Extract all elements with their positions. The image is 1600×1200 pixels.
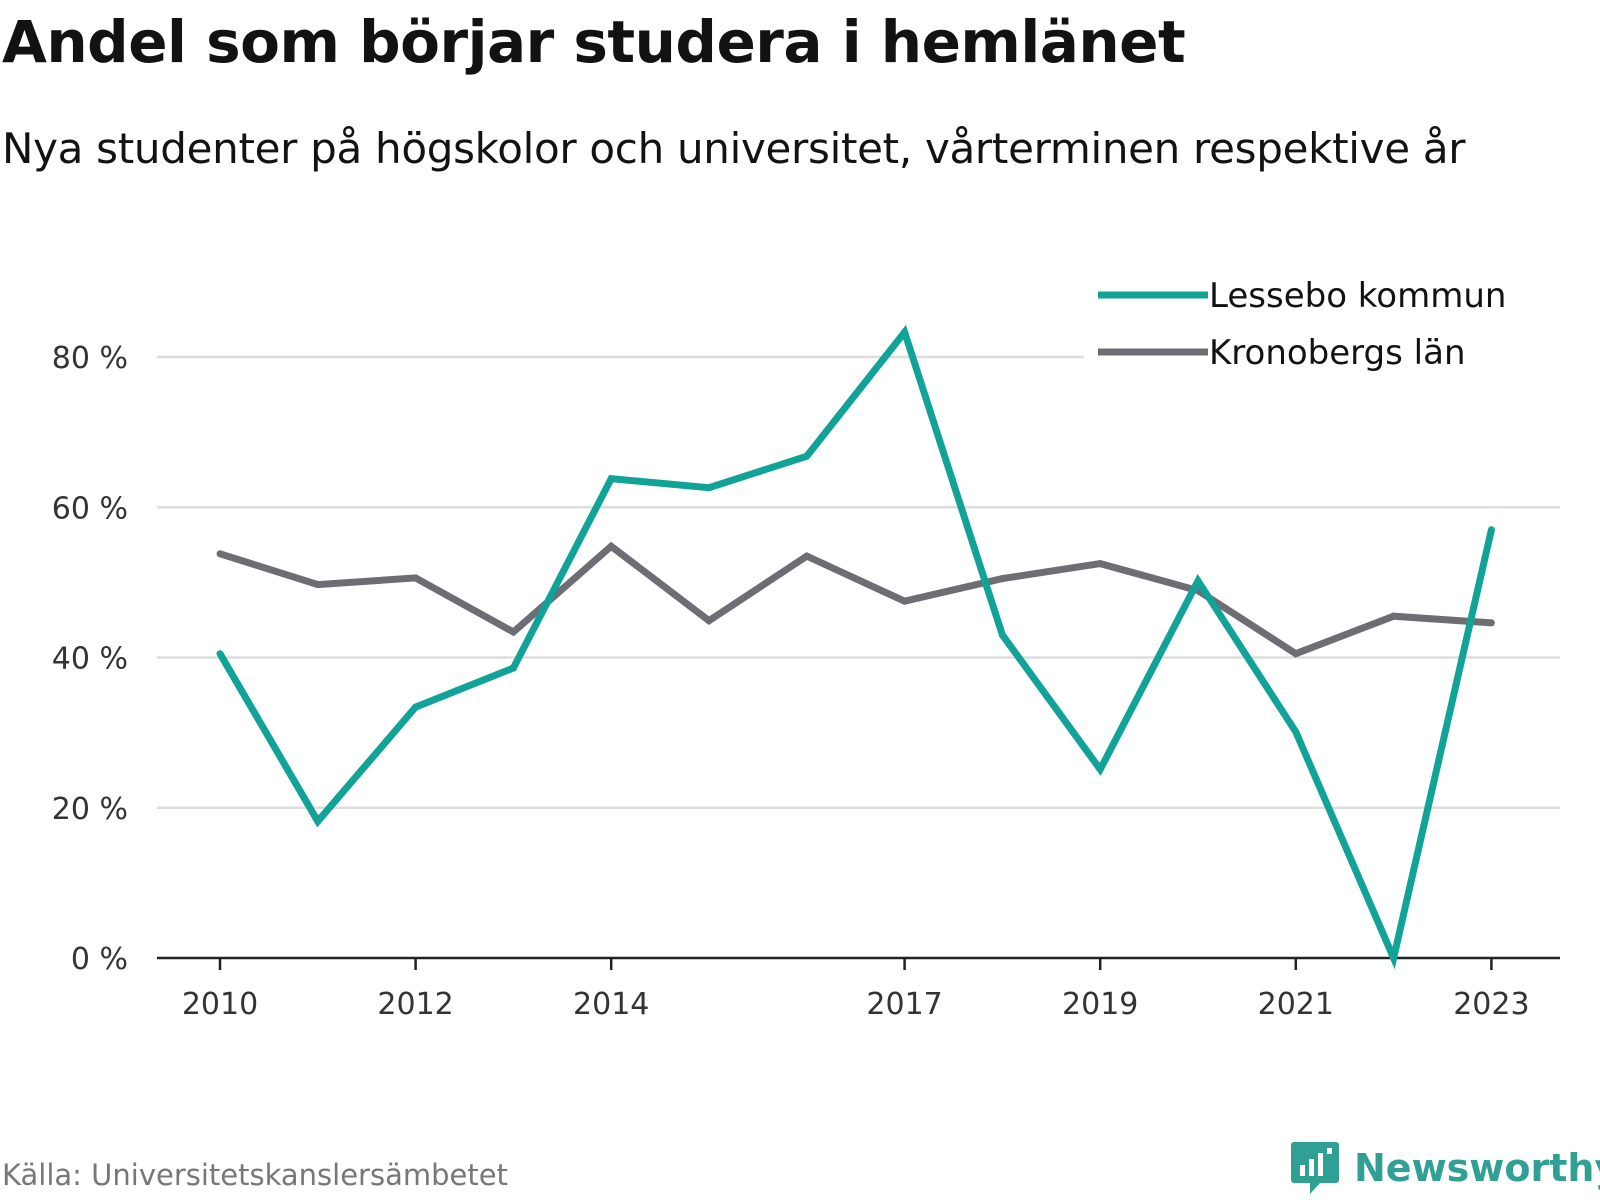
data-point bbox=[998, 575, 1006, 583]
y-axis-ticks: 0 % 20 % 40 % 60 % 80 % bbox=[52, 341, 128, 977]
line-chart: 0 % 20 % 40 % 60 % 80 % 2010 2012 2014 2017 2019… bbox=[51, 268, 1560, 1022]
data-point bbox=[509, 664, 517, 672]
data-point bbox=[1096, 560, 1104, 568]
brand-logo: Newsworthy bbox=[1290, 1140, 1600, 1196]
chart-subtitle: Nya studenter på högskolor och universit… bbox=[2, 124, 1466, 173]
data-point bbox=[412, 703, 420, 711]
y-tick-label: 40 % bbox=[52, 642, 128, 677]
data-point bbox=[1096, 765, 1104, 773]
data-point bbox=[412, 574, 420, 582]
y-tick-label: 80 % bbox=[52, 341, 128, 376]
bar-chart-speech-bubble-icon bbox=[1291, 1142, 1339, 1194]
legend-label: Kronobergs län bbox=[1209, 333, 1466, 373]
data-point bbox=[1292, 728, 1300, 736]
data-point bbox=[314, 581, 322, 589]
x-tick-label: 2019 bbox=[1062, 987, 1138, 1022]
data-point bbox=[1292, 650, 1300, 658]
legend-label: Lessebo kommun bbox=[1209, 276, 1506, 316]
data-point bbox=[705, 484, 713, 492]
data-point bbox=[607, 475, 615, 483]
data-point bbox=[1487, 619, 1495, 627]
series-line-lessebo-kommun bbox=[216, 324, 1495, 970]
data-point bbox=[705, 617, 713, 625]
x-tick-label: 2014 bbox=[573, 987, 649, 1022]
x-tick-label: 2012 bbox=[377, 987, 453, 1022]
y-tick-label: 20 % bbox=[52, 792, 128, 827]
data-point bbox=[216, 550, 224, 558]
legend-background bbox=[1084, 268, 1560, 386]
data-point bbox=[998, 631, 1006, 639]
x-tick-label: 2010 bbox=[182, 987, 258, 1022]
x-axis-ticks: 2010 2012 2014 2017 2019 2021 2023 bbox=[182, 958, 1530, 1022]
brand-name: Newsworthy bbox=[1354, 1146, 1600, 1190]
series-lines bbox=[216, 324, 1495, 970]
series-points-lessebo-kommun bbox=[216, 328, 1495, 962]
data-point bbox=[803, 452, 811, 460]
data-point bbox=[1390, 612, 1398, 620]
data-point bbox=[1390, 954, 1398, 962]
data-point bbox=[509, 628, 517, 636]
x-tick-label: 2023 bbox=[1453, 987, 1529, 1022]
data-point bbox=[1487, 526, 1495, 534]
x-tick-label: 2017 bbox=[866, 987, 942, 1022]
data-point bbox=[607, 542, 615, 550]
data-point bbox=[314, 817, 322, 825]
chart-title: Andel som börjar studera i hemlänet bbox=[2, 8, 1186, 76]
data-point bbox=[216, 650, 224, 658]
series-points-kronobergs-l-n bbox=[216, 542, 1495, 658]
y-tick-label: 0 % bbox=[71, 942, 128, 977]
data-point bbox=[901, 328, 909, 336]
source-note: Källa: Universitetskanslersämbetet bbox=[2, 1158, 508, 1192]
legend: Lessebo kommun Kronobergs län bbox=[1084, 268, 1560, 386]
data-point bbox=[1194, 577, 1202, 585]
x-tick-label: 2021 bbox=[1258, 987, 1334, 1022]
series-line-kronobergs-l-n bbox=[218, 541, 1492, 658]
y-tick-label: 60 % bbox=[52, 491, 128, 526]
data-point bbox=[803, 552, 811, 560]
data-point bbox=[901, 597, 909, 605]
